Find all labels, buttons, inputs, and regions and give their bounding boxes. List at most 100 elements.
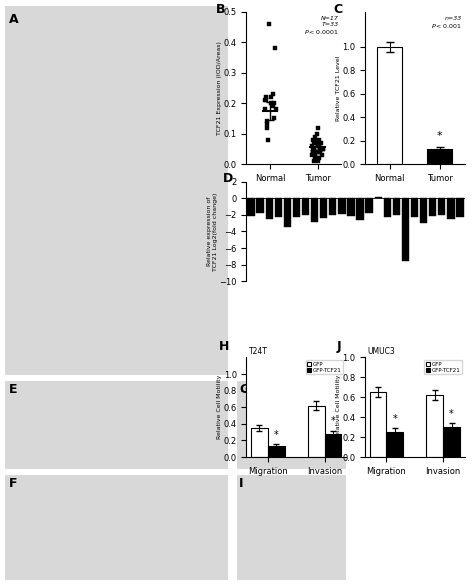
Text: T24T: T24T [248, 347, 267, 356]
Bar [447, 198, 455, 219]
Bar [251, 428, 268, 457]
Text: *: * [331, 417, 336, 427]
Point [319, 150, 326, 159]
Bar [443, 427, 460, 457]
Point [270, 114, 278, 123]
Point [272, 43, 279, 53]
Point [314, 123, 322, 132]
Bar [365, 198, 373, 213]
Text: J: J [337, 339, 342, 353]
Point [261, 104, 268, 114]
Point [311, 154, 319, 163]
Text: A: A [9, 13, 19, 26]
Point [309, 147, 317, 156]
Point [267, 93, 275, 102]
Bar [320, 198, 328, 218]
Point [316, 147, 323, 156]
Y-axis label: Relative expression of
TCF21 Log2(fold change): Relative expression of TCF21 Log2(fold c… [207, 192, 218, 271]
Point [265, 19, 273, 29]
Point [263, 123, 270, 132]
Bar [393, 198, 400, 215]
Point [317, 138, 325, 148]
Point [310, 156, 318, 166]
Point [269, 89, 277, 98]
Bar [438, 198, 446, 215]
Point [310, 144, 318, 154]
Text: E: E [9, 383, 18, 396]
Point [319, 144, 327, 154]
Y-axis label: Relative TCF21 Level: Relative TCF21 Level [336, 55, 341, 121]
Point [313, 147, 321, 156]
Text: I: I [239, 477, 244, 490]
Text: *: * [392, 414, 397, 424]
Bar [311, 198, 318, 222]
Point [319, 144, 327, 154]
Point [264, 135, 272, 144]
Bar [256, 198, 264, 213]
Bar [284, 198, 291, 227]
Text: N=17
T=33
$P<0.0001$: N=17 T=33 $P<0.0001$ [304, 16, 338, 36]
Bar [268, 447, 285, 457]
Y-axis label: Relative Cell Motility: Relative Cell Motility [336, 375, 341, 440]
Bar [347, 198, 355, 216]
Bar [420, 198, 427, 223]
Bar [302, 198, 309, 215]
Point [315, 141, 322, 151]
Point [267, 98, 275, 108]
Bar [325, 434, 341, 457]
Bar [308, 406, 325, 457]
Bar [386, 432, 403, 457]
Point [315, 135, 323, 144]
Bar [377, 47, 402, 164]
Text: n=33
$P<0.001$: n=33 $P<0.001$ [431, 16, 462, 30]
Text: *: * [449, 409, 454, 419]
Point [313, 129, 320, 138]
Text: UMUC3: UMUC3 [367, 347, 395, 356]
Bar [427, 149, 452, 164]
Text: B: B [216, 2, 226, 16]
Bar [274, 198, 282, 217]
Point [309, 141, 316, 151]
Point [312, 138, 320, 148]
Bar [293, 198, 300, 216]
Y-axis label: Relative Cell Motility: Relative Cell Motility [217, 375, 222, 440]
Point [311, 132, 319, 141]
Bar [329, 198, 337, 215]
Text: G: G [239, 383, 249, 396]
Bar [356, 198, 364, 220]
Point [316, 154, 323, 163]
Legend: GFP, GFP-TCF21: GFP, GFP-TCF21 [306, 360, 343, 374]
Text: D: D [222, 172, 233, 185]
Point [315, 141, 323, 151]
Point [314, 147, 321, 156]
Bar [247, 198, 255, 216]
Text: H: H [219, 339, 229, 353]
Point [311, 150, 319, 159]
Point [313, 138, 321, 148]
Point [263, 96, 270, 105]
Point [314, 141, 321, 151]
Point [263, 120, 270, 129]
Bar [426, 396, 443, 457]
Bar [370, 393, 386, 457]
Point [317, 144, 325, 154]
Bar [402, 198, 409, 261]
Bar [265, 198, 273, 219]
Point [272, 104, 279, 114]
Point [314, 154, 321, 163]
Bar [338, 198, 346, 214]
Bar [374, 197, 382, 198]
Text: C: C [333, 2, 342, 16]
Legend: GFP, GFP-TCF21: GFP, GFP-TCF21 [424, 360, 462, 374]
Point [261, 96, 269, 105]
Bar [383, 198, 391, 216]
Bar [429, 198, 437, 216]
Y-axis label: TCF21 Expression (IOD/Areas): TCF21 Expression (IOD/Areas) [217, 41, 222, 135]
Point [310, 135, 317, 144]
Point [314, 156, 322, 166]
Point [271, 98, 278, 108]
Text: *: * [274, 430, 279, 440]
Point [309, 144, 317, 154]
Text: F: F [9, 477, 18, 490]
Point [309, 150, 316, 159]
